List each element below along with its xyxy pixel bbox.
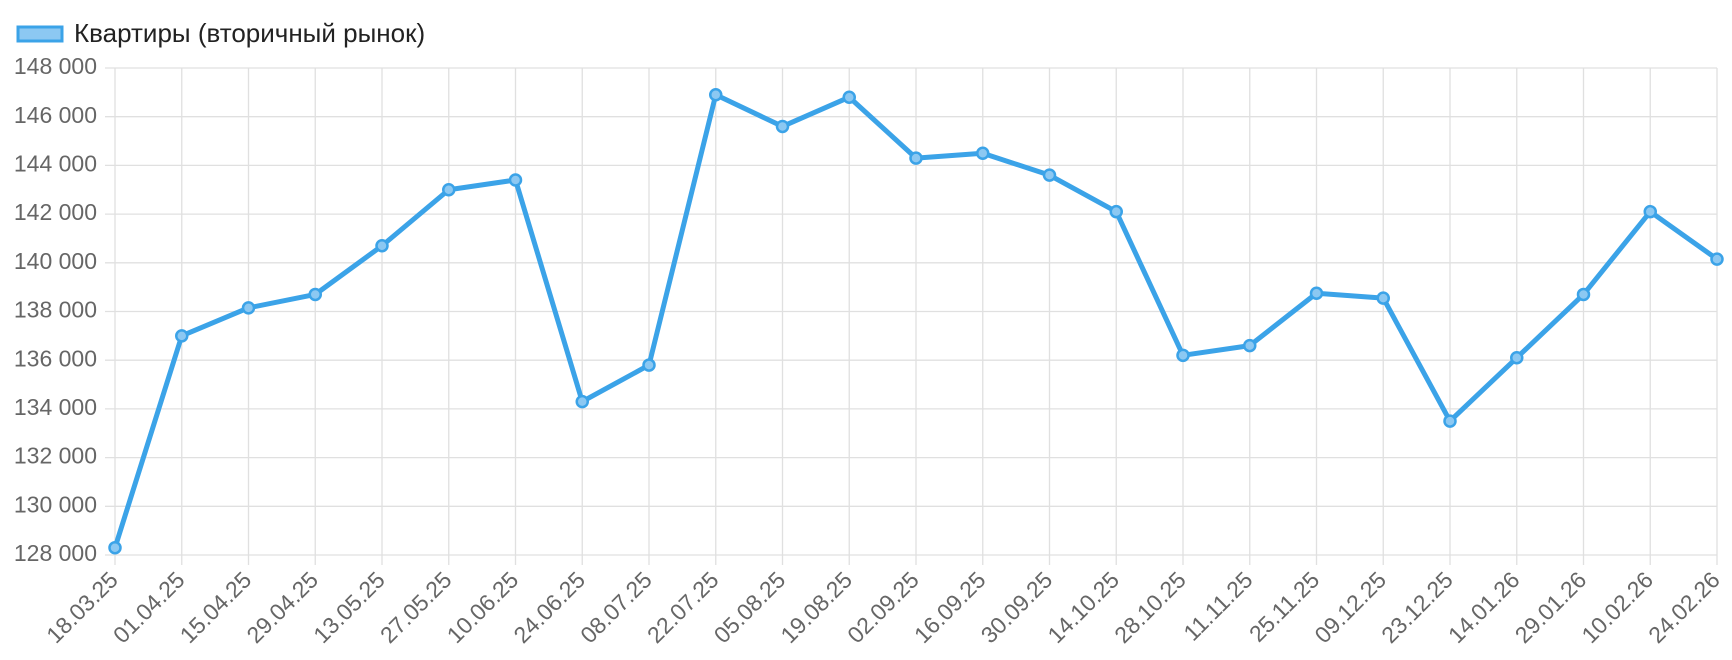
- point: [775, 119, 790, 134]
- x-tick-label: 30.09.25: [976, 566, 1058, 648]
- point: [709, 88, 723, 102]
- x-tick-label: 09.12.25: [1309, 566, 1391, 648]
- x-tick-label: 28.10.25: [1109, 566, 1191, 648]
- point: [1109, 204, 1123, 219]
- y-tick-label: 148 000: [14, 53, 97, 79]
- point: [375, 239, 389, 253]
- y-tick-label: 138 000: [14, 297, 97, 323]
- x-tick-label: 24.02.26: [1643, 566, 1725, 648]
- x-tick-label: 08.07.25: [575, 566, 657, 648]
- point: [1576, 287, 1591, 302]
- x-tick-label: 14.01.26: [1443, 566, 1525, 648]
- point: [308, 287, 322, 302]
- y-tick-label: 146 000: [14, 102, 97, 128]
- y-tick-label: 128 000: [14, 540, 97, 566]
- point: [1042, 168, 1057, 182]
- y-tick-label: 140 000: [14, 248, 97, 274]
- x-tick-label: 11.11.25: [1178, 566, 1257, 645]
- y-tick-label: 134 000: [14, 394, 97, 420]
- x-tick-label: 24.06.25: [508, 566, 590, 648]
- point: [642, 358, 656, 372]
- y-tick-label: 142 000: [14, 199, 97, 225]
- x-tick-label: 05.08.25: [709, 566, 791, 648]
- x-tick-label: 15.04.25: [175, 566, 257, 648]
- point: [1510, 351, 1524, 365]
- x-tick-label: 29.01.26: [1510, 566, 1592, 648]
- x-tick-label: 23.12.25: [1376, 566, 1458, 648]
- x-tick-label: 27.05.25: [375, 566, 457, 648]
- point: [1443, 414, 1457, 428]
- point: [1376, 291, 1390, 305]
- x-tick-label: 25.11.25: [1244, 566, 1324, 646]
- x-tick-label: 22.07.25: [642, 566, 724, 648]
- point: [1710, 252, 1724, 266]
- point: [1243, 338, 1257, 353]
- point: [175, 329, 189, 343]
- point: [442, 183, 456, 197]
- x-tick-label: 02.09.25: [842, 566, 924, 648]
- y-tick-label: 144 000: [14, 150, 97, 176]
- point: [108, 540, 122, 555]
- point: [508, 173, 523, 187]
- y-tick-label: 130 000: [14, 491, 97, 517]
- legend-swatch: [16, 25, 64, 43]
- x-tick-label: 19.08.25: [775, 566, 857, 648]
- point: [1176, 348, 1190, 363]
- point: [575, 394, 589, 409]
- x-tick-label: 10.02.26: [1576, 566, 1658, 648]
- x-tick-label: 10.06.25: [442, 566, 524, 648]
- x-tick-label: 13.05.25: [308, 566, 390, 648]
- x-tick-label: 16.09.25: [909, 566, 991, 648]
- y-tick-label: 132 000: [14, 443, 97, 469]
- y-tick-label: 136 000: [14, 345, 97, 371]
- point: [842, 90, 856, 104]
- x-tick-label: 01.04.25: [108, 566, 190, 648]
- x-tick-label: 18.03.25: [41, 566, 123, 648]
- point: [1309, 286, 1324, 300]
- point: [976, 146, 990, 160]
- x-tick-label: 29.04.25: [241, 566, 323, 648]
- point: [909, 151, 923, 165]
- point: [241, 301, 256, 315]
- legend-label: Квартиры (вторичный рынок): [74, 18, 425, 48]
- point: [1643, 204, 1657, 219]
- x-tick-label: 14.10.25: [1042, 566, 1124, 648]
